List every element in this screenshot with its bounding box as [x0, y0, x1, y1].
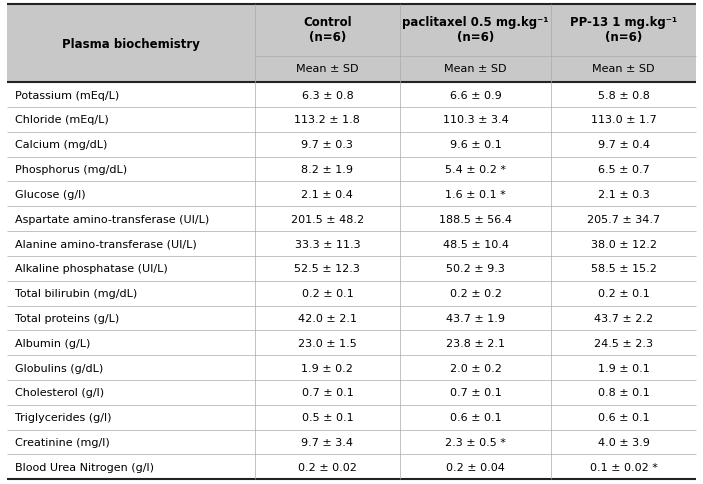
- Text: 8.2 ± 1.9: 8.2 ± 1.9: [302, 165, 354, 175]
- Text: 50.2 ± 9.3: 50.2 ± 9.3: [446, 264, 505, 274]
- Text: 38.0 ± 12.2: 38.0 ± 12.2: [591, 239, 657, 249]
- Text: 201.5 ± 48.2: 201.5 ± 48.2: [291, 214, 364, 224]
- Text: Total proteins (g/L): Total proteins (g/L): [15, 313, 120, 323]
- Text: Chloride (mEq/L): Chloride (mEq/L): [15, 115, 109, 125]
- Text: Globulins (g/dL): Globulins (g/dL): [15, 363, 103, 373]
- Text: 42.0 ± 2.1: 42.0 ± 2.1: [298, 313, 357, 323]
- Text: 1.9 ± 0.1: 1.9 ± 0.1: [598, 363, 650, 373]
- Text: 43.7 ± 2.2: 43.7 ± 2.2: [594, 313, 653, 323]
- Text: 113.0 ± 1.7: 113.0 ± 1.7: [591, 115, 657, 125]
- Text: 205.7 ± 34.7: 205.7 ± 34.7: [587, 214, 660, 224]
- Text: Phosphorus (mg/dL): Phosphorus (mg/dL): [15, 165, 127, 175]
- Text: 6.5 ± 0.7: 6.5 ± 0.7: [598, 165, 650, 175]
- Text: 0.2 ± 0.04: 0.2 ± 0.04: [446, 462, 505, 472]
- Text: 0.7 ± 0.1: 0.7 ± 0.1: [302, 388, 354, 397]
- Text: 0.8 ± 0.1: 0.8 ± 0.1: [598, 388, 650, 397]
- Text: 0.6 ± 0.1: 0.6 ± 0.1: [450, 412, 501, 422]
- Text: 6.3 ± 0.8: 6.3 ± 0.8: [302, 91, 354, 101]
- Text: Total bilirubin (mg/dL): Total bilirubin (mg/dL): [15, 288, 138, 299]
- Text: Control
(n=6): Control (n=6): [303, 16, 352, 44]
- Text: 0.2 ± 0.1: 0.2 ± 0.1: [302, 288, 354, 299]
- Text: 0.2 ± 0.1: 0.2 ± 0.1: [598, 288, 650, 299]
- Text: Albumin (g/L): Albumin (g/L): [15, 338, 91, 348]
- Text: 6.6 ± 0.9: 6.6 ± 0.9: [450, 91, 501, 101]
- Text: 9.7 ± 0.4: 9.7 ± 0.4: [598, 140, 650, 150]
- Text: 33.3 ± 11.3: 33.3 ± 11.3: [295, 239, 360, 249]
- Text: 2.0 ± 0.2: 2.0 ± 0.2: [450, 363, 501, 373]
- Text: 0.6 ± 0.1: 0.6 ± 0.1: [598, 412, 650, 422]
- Text: 188.5 ± 56.4: 188.5 ± 56.4: [439, 214, 512, 224]
- Text: 48.5 ± 10.4: 48.5 ± 10.4: [442, 239, 508, 249]
- Text: 4.0 ± 3.9: 4.0 ± 3.9: [598, 437, 650, 447]
- Text: Mean ± SD: Mean ± SD: [444, 64, 507, 74]
- Text: 0.5 ± 0.1: 0.5 ± 0.1: [302, 412, 353, 422]
- Text: 0.2 ± 0.02: 0.2 ± 0.02: [298, 462, 357, 472]
- Text: 23.8 ± 2.1: 23.8 ± 2.1: [446, 338, 505, 348]
- Text: 113.2 ± 1.8: 113.2 ± 1.8: [295, 115, 361, 125]
- Text: 23.0 ± 1.5: 23.0 ± 1.5: [298, 338, 356, 348]
- Text: 9.7 ± 3.4: 9.7 ± 3.4: [302, 437, 354, 447]
- Bar: [7, 5, 696, 83]
- Text: 110.3 ± 3.4: 110.3 ± 3.4: [443, 115, 508, 125]
- Text: 58.5 ± 15.2: 58.5 ± 15.2: [591, 264, 657, 274]
- Text: 52.5 ± 12.3: 52.5 ± 12.3: [295, 264, 361, 274]
- Text: 1.9 ± 0.2: 1.9 ± 0.2: [302, 363, 354, 373]
- Text: Glucose (g/l): Glucose (g/l): [15, 190, 86, 199]
- Text: Cholesterol (g/l): Cholesterol (g/l): [15, 388, 105, 397]
- Text: Blood Urea Nitrogen (g/l): Blood Urea Nitrogen (g/l): [15, 462, 154, 472]
- Text: Alanine amino-transferase (UI/L): Alanine amino-transferase (UI/L): [15, 239, 197, 249]
- Text: 2.1 ± 0.4: 2.1 ± 0.4: [302, 190, 354, 199]
- Text: 1.6 ± 0.1 *: 1.6 ± 0.1 *: [445, 190, 506, 199]
- Text: Alkaline phosphatase (UI/L): Alkaline phosphatase (UI/L): [15, 264, 168, 274]
- Text: 9.7 ± 0.3: 9.7 ± 0.3: [302, 140, 354, 150]
- Text: PP-13 1 mg.kg⁻¹
(n=6): PP-13 1 mg.kg⁻¹ (n=6): [570, 16, 677, 44]
- Text: 0.2 ± 0.2: 0.2 ± 0.2: [450, 288, 501, 299]
- Text: 43.7 ± 1.9: 43.7 ± 1.9: [446, 313, 505, 323]
- Text: 0.1 ± 0.02 *: 0.1 ± 0.02 *: [590, 462, 657, 472]
- Text: paclitaxel 0.5 mg.kg⁻¹
(n=6): paclitaxel 0.5 mg.kg⁻¹ (n=6): [402, 16, 549, 44]
- Text: Triglycerides (g/l): Triglycerides (g/l): [15, 412, 112, 422]
- Text: 9.6 ± 0.1: 9.6 ± 0.1: [450, 140, 501, 150]
- Text: Aspartate amino-transferase (UI/L): Aspartate amino-transferase (UI/L): [15, 214, 209, 224]
- Text: 5.8 ± 0.8: 5.8 ± 0.8: [598, 91, 650, 101]
- Text: Mean ± SD: Mean ± SD: [296, 64, 359, 74]
- Text: 5.4 ± 0.2 *: 5.4 ± 0.2 *: [445, 165, 506, 175]
- Text: Plasma biochemistry: Plasma biochemistry: [62, 37, 200, 50]
- Text: Calcium (mg/dL): Calcium (mg/dL): [15, 140, 108, 150]
- Text: 2.3 ± 0.5 *: 2.3 ± 0.5 *: [445, 437, 506, 447]
- Text: 2.1 ± 0.3: 2.1 ± 0.3: [598, 190, 650, 199]
- Text: 24.5 ± 2.3: 24.5 ± 2.3: [594, 338, 653, 348]
- Text: Potassium (mEq/L): Potassium (mEq/L): [15, 91, 120, 101]
- Text: 0.7 ± 0.1: 0.7 ± 0.1: [450, 388, 501, 397]
- Text: Mean ± SD: Mean ± SD: [593, 64, 655, 74]
- Text: Creatinine (mg/l): Creatinine (mg/l): [15, 437, 110, 447]
